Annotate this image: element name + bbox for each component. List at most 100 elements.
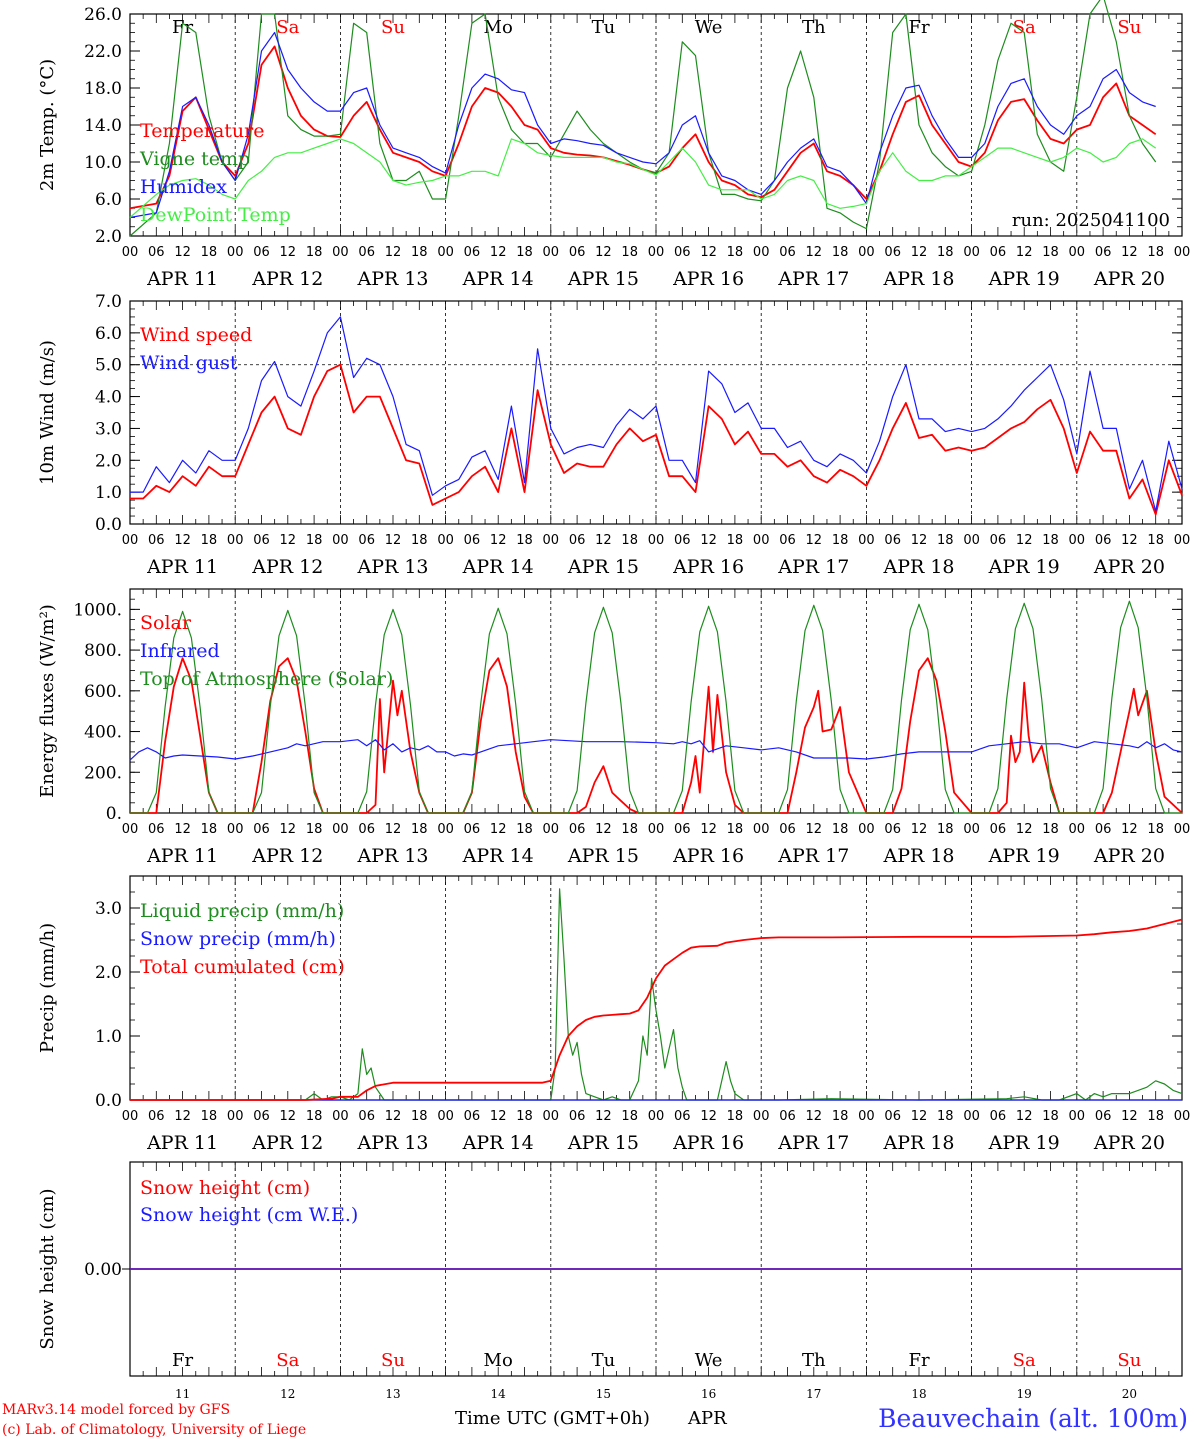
hour-label: 00 xyxy=(1174,533,1191,548)
hour-label: 18 xyxy=(201,245,218,260)
legend-entry: Wind gust xyxy=(140,352,238,374)
hour-label: 12 xyxy=(806,822,823,837)
y-tick-label: 0.0 xyxy=(95,1091,122,1111)
panel-1: 2.0 6.0 10.0 14.0 18.0 22.0 26.0 2m Temp. (°C) F… xyxy=(37,0,1190,290)
legend-entry: Liquid precip (mm/h) xyxy=(140,900,344,922)
hour-label: 00 xyxy=(858,245,875,260)
day-label: APR 19 xyxy=(988,845,1060,867)
day-label: APR 14 xyxy=(462,1132,534,1154)
series-line xyxy=(129,739,1183,761)
hour-label: 12 xyxy=(174,245,191,260)
hour-label: 00 xyxy=(648,822,665,837)
weekday-label: Su xyxy=(381,1350,405,1371)
hour-label: 00 xyxy=(963,1109,980,1124)
y-tick-label: 26.0 xyxy=(84,5,122,25)
hour-label: 06 xyxy=(1095,822,1112,837)
hour-label: 00 xyxy=(1174,245,1191,260)
hour-label: 06 xyxy=(674,533,691,548)
hour-label: 06 xyxy=(779,1109,796,1124)
y-tick-label: 2.0 xyxy=(95,227,122,247)
y-tick-label: 22.0 xyxy=(84,42,122,62)
y-tick-label: 3.0 xyxy=(95,419,122,439)
hour-label: 18 xyxy=(727,533,744,548)
hour-label: 00 xyxy=(858,533,875,548)
day-label: APR 12 xyxy=(251,1132,323,1154)
day-label: APR 12 xyxy=(251,268,323,290)
hour-label: 18 xyxy=(621,533,638,548)
hour-label: 12 xyxy=(806,245,823,260)
panel-2: 0.0 1.0 2.0 3.0 4.0 5.0 6.0 7.0 10m Wind (m/s) Wi… xyxy=(37,292,1190,578)
hour-label: 00 xyxy=(332,245,349,260)
day-label: APR 16 xyxy=(672,556,744,578)
hour-label: 06 xyxy=(569,822,586,837)
hour-label: 00 xyxy=(1069,822,1086,837)
hour-label: 00 xyxy=(227,1109,244,1124)
hour-label: 00 xyxy=(753,822,770,837)
y-axis-title: Energy fluxes (W/m²) xyxy=(37,604,58,798)
run-annotation: run: 2025041100 xyxy=(1012,210,1170,231)
day-label: APR 19 xyxy=(988,1132,1060,1154)
hour-label: 06 xyxy=(779,822,796,837)
hour-label: 06 xyxy=(674,245,691,260)
day-label: APR 15 xyxy=(567,1132,639,1154)
day-label: APR 11 xyxy=(146,556,218,578)
day-label: APR 14 xyxy=(462,268,534,290)
hour-label: 18 xyxy=(306,533,323,548)
panel-3: 0. 200. 400. 600. 800. 1000. Energy fluxes (W/… xyxy=(37,588,1190,867)
hour-label: 00 xyxy=(1069,1109,1086,1124)
y-tick-label: 1.0 xyxy=(95,483,122,503)
legend-entry: Vigne temp xyxy=(139,148,250,170)
hour-label: 12 xyxy=(911,245,928,260)
legend-entry: DewPoint Temp xyxy=(140,204,291,226)
series-line xyxy=(129,0,1157,237)
series-line xyxy=(130,600,1182,814)
hour-label: 06 xyxy=(1095,533,1112,548)
hour-label: 00 xyxy=(122,533,139,548)
y-axis-title: Precip (mm/h) xyxy=(37,923,58,1053)
y-tick-label: 0.0 xyxy=(95,515,122,535)
day-label: APR 12 xyxy=(251,845,323,867)
hour-label: 12 xyxy=(1016,245,1033,260)
hour-label: 00 xyxy=(543,822,560,837)
hour-label: 18 xyxy=(937,245,954,260)
hour-label: 00 xyxy=(332,1109,349,1124)
hour-label: 12 xyxy=(911,533,928,548)
weekday-label: Su xyxy=(1117,1350,1141,1371)
series-line xyxy=(130,363,1183,516)
day-number-label: 18 xyxy=(911,1387,926,1401)
day-number-label: 11 xyxy=(175,1387,190,1401)
credit-line-1: MARv3.14 model forced by GFS xyxy=(2,1402,230,1418)
hour-label: 12 xyxy=(1016,533,1033,548)
y-tick-label: 1000. xyxy=(73,600,122,620)
day-label: APR 20 xyxy=(1093,556,1165,578)
hour-label: 18 xyxy=(832,533,849,548)
hour-label: 12 xyxy=(700,1109,717,1124)
hour-label: 06 xyxy=(358,533,375,548)
weekday-label: Fr xyxy=(172,17,193,38)
hour-label: 12 xyxy=(280,1109,297,1124)
y-tick-label: 5.0 xyxy=(95,356,122,376)
hour-label: 12 xyxy=(385,245,402,260)
hour-label: 00 xyxy=(122,1109,139,1124)
legend-entry: Total cumulated (cm) xyxy=(140,956,345,978)
hour-label: 12 xyxy=(174,822,191,837)
hour-label: 18 xyxy=(1147,245,1164,260)
y-tick-label: 600. xyxy=(84,682,122,702)
hour-label: 18 xyxy=(201,1109,218,1124)
hour-label: 06 xyxy=(1095,1109,1112,1124)
hour-label: 06 xyxy=(253,533,270,548)
hour-label: 12 xyxy=(1121,245,1138,260)
hour-label: 06 xyxy=(674,1109,691,1124)
hour-label: 06 xyxy=(569,1109,586,1124)
weekday-label: Su xyxy=(381,17,405,38)
x-axis-title: Time UTC (GMT+0h) xyxy=(455,1408,650,1429)
hour-label: 00 xyxy=(437,822,454,837)
hour-label: 06 xyxy=(358,1109,375,1124)
weekday-label: Sa xyxy=(276,17,299,38)
weekday-label: We xyxy=(695,1350,723,1371)
day-label: APR 19 xyxy=(988,556,1060,578)
hour-label: 12 xyxy=(490,822,507,837)
hour-label: 06 xyxy=(148,1109,165,1124)
hour-label: 12 xyxy=(280,533,297,548)
y-tick-label: 2.0 xyxy=(95,963,122,983)
